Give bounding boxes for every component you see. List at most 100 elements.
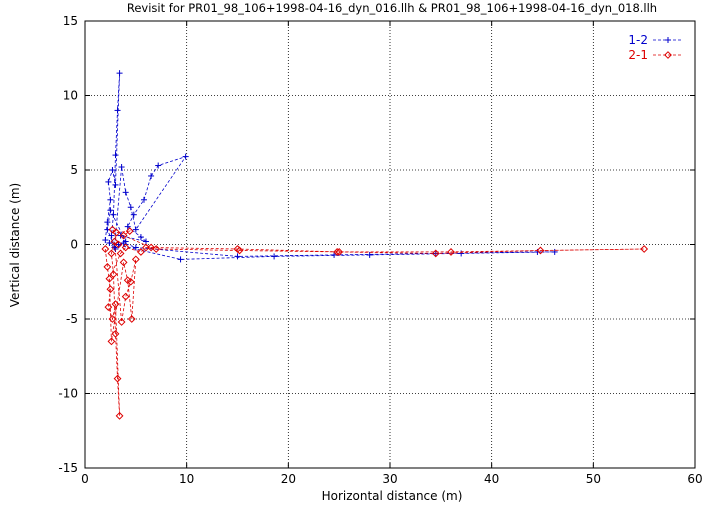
- y-tick-label: -15: [58, 461, 78, 475]
- x-tick-label: 20: [281, 472, 296, 486]
- data-point: [104, 303, 113, 311]
- data-point: [125, 227, 134, 235]
- y-tick-label: 5: [70, 163, 78, 177]
- data-point: [331, 251, 338, 258]
- data-point: [536, 246, 545, 255]
- legend: 1-22-1: [628, 33, 683, 62]
- data-point: [234, 253, 241, 260]
- data-point: [147, 243, 155, 252]
- data-point: [148, 172, 155, 179]
- y-tick-label: -10: [58, 387, 78, 401]
- data-point: [121, 292, 130, 301]
- data-point: [127, 315, 136, 323]
- data-point: [107, 207, 114, 214]
- data-point: [235, 246, 244, 255]
- data-point: [108, 225, 117, 234]
- data-point: [110, 237, 119, 246]
- data-point: [333, 248, 342, 256]
- data-point: [431, 249, 440, 258]
- data-point: [132, 226, 139, 233]
- data-point: [126, 277, 135, 286]
- x-tick-label: 30: [382, 472, 397, 486]
- data-point: [131, 255, 140, 264]
- data-point: [101, 245, 110, 253]
- data-point: [155, 162, 162, 169]
- data-point: [118, 164, 125, 171]
- series-1-2: [102, 70, 558, 263]
- data-point: [640, 245, 649, 253]
- y-tick-label: 0: [70, 238, 78, 252]
- data-point: [120, 240, 127, 247]
- data-point: [366, 251, 373, 258]
- legend-label: 2-1: [628, 48, 648, 62]
- data-point: [140, 196, 147, 203]
- data-point: [102, 237, 109, 244]
- data-point: [107, 196, 114, 203]
- x-tick-label: 50: [586, 472, 601, 486]
- chart-title: Revisit for PR01_98_106+1998-04-16_dyn_0…: [127, 1, 657, 15]
- series-line: [104, 228, 645, 416]
- y-tick-label: -5: [66, 312, 78, 326]
- data-point: [107, 337, 116, 346]
- data-point: [119, 231, 128, 240]
- data-point: [551, 248, 558, 255]
- y-axis-label: Vertical distance (m): [8, 183, 22, 307]
- data-point: [114, 240, 123, 249]
- y-tick-label: 10: [63, 89, 78, 103]
- data-point: [143, 238, 149, 245]
- data-point: [109, 270, 118, 279]
- data-point: [119, 258, 128, 267]
- data-point: [182, 153, 189, 160]
- data-point: [233, 245, 242, 253]
- data-point: [122, 189, 129, 196]
- data-point: [271, 253, 278, 260]
- data-point: [110, 211, 117, 218]
- series-line: [104, 73, 555, 260]
- plot-frame: [84, 20, 696, 469]
- data-point: [114, 107, 121, 114]
- axis-ticks: 0 10 20 30 40 50 60 -15 -10 -5 0 5 10 15: [58, 14, 702, 486]
- data-point: [103, 262, 112, 271]
- data-point: [112, 152, 119, 159]
- grid-lines: [85, 21, 695, 468]
- data-point: [117, 318, 126, 326]
- legend-label: 1-2: [628, 33, 648, 47]
- data-point: [132, 244, 139, 251]
- data-point: [335, 248, 344, 256]
- x-axis-label: Horizontal distance (m): [322, 489, 463, 503]
- data-point: [130, 211, 137, 218]
- data-point: [111, 329, 120, 338]
- legend-marker: [664, 51, 672, 59]
- data-point: [113, 374, 122, 383]
- data-point: [108, 315, 117, 323]
- x-tick-label: 10: [179, 472, 194, 486]
- data-point: [111, 300, 120, 309]
- y-tick-label: 15: [63, 14, 78, 28]
- data-point: [109, 167, 116, 173]
- data-point: [137, 248, 145, 256]
- data-point: [137, 234, 144, 241]
- data-point: [104, 219, 111, 226]
- data-point: [127, 204, 134, 211]
- data-point: [121, 243, 130, 252]
- data-point: [123, 276, 132, 285]
- series-2-1: [101, 225, 649, 420]
- data-point: [106, 240, 113, 247]
- data-point: [447, 248, 455, 256]
- data-point: [115, 241, 122, 248]
- x-tick-label: 0: [81, 472, 89, 486]
- data-point: [107, 249, 116, 258]
- data-point: [142, 243, 150, 252]
- data-point: [115, 411, 124, 420]
- data-point: [177, 256, 184, 263]
- series-layer: [101, 70, 649, 420]
- x-tick-label: 60: [687, 472, 702, 486]
- data-point: [116, 70, 123, 77]
- data-point: [106, 285, 115, 294]
- data-point: [116, 249, 125, 258]
- legend-marker: [665, 37, 671, 43]
- data-point: [108, 232, 115, 239]
- data-point: [105, 274, 114, 283]
- data-point: [105, 178, 112, 185]
